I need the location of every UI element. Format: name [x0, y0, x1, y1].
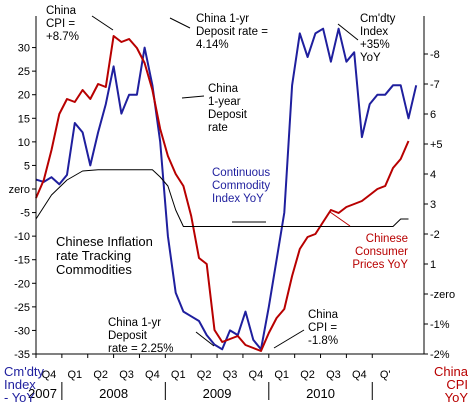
left-tick-label: -5: [20, 208, 30, 220]
chart-title: rate Tracking: [56, 248, 131, 263]
x-quarter-label: Q2: [300, 369, 315, 381]
x-quarter-label: Q3: [119, 369, 134, 381]
right-tick-label: -zero: [430, 289, 455, 301]
annotation-arrow: [337, 23, 359, 41]
left-tick-label: 30: [18, 43, 30, 55]
annotation-deposit-peak: Deposit rate =: [196, 26, 268, 38]
right-tick-label: -2%: [430, 349, 450, 361]
annotation-cmdty-peak: YoY: [360, 52, 381, 64]
left-tick-label: -15: [14, 255, 30, 267]
annotation-deposit-label: Deposit: [208, 109, 248, 121]
annotation-arrow: [91, 15, 114, 31]
right-tick-label: -1%: [430, 319, 450, 331]
left-axis-title: - YoY: [4, 390, 35, 405]
right-axis-title: China: [434, 364, 469, 379]
chart-title: Chinese Inflation: [56, 234, 153, 249]
left-tick-label: 10: [18, 137, 30, 149]
left-tick-label: zero: [9, 184, 30, 196]
left-axis-title: Cm'dty: [4, 364, 45, 379]
annotation-deposit-label: rate: [208, 122, 228, 134]
left-tick-label: 25: [18, 66, 30, 78]
annotation-cpi-low: -1.8%: [308, 335, 338, 347]
left-tick-label: 15: [18, 113, 30, 125]
annotation-arrow: [195, 331, 215, 347]
x-quarter-label: Q1: [171, 369, 186, 381]
annotation-consumer-label: Chinese: [366, 233, 408, 245]
annotation-deposit-low: Deposit: [108, 330, 148, 342]
x-quarter-label: Q3: [223, 369, 238, 381]
right-tick-label: 4: [430, 169, 436, 181]
x-quarter-label: Q4: [249, 369, 264, 381]
x-quarter-label: Q': [380, 369, 391, 381]
annotation-arrow: [273, 329, 305, 349]
x-quarter-label: Q4: [145, 369, 160, 381]
right-tick-label: -2: [430, 229, 440, 241]
x-quarter-label: Q2: [197, 369, 212, 381]
axes: 30 25 20 15 10 5 zero -5 -10 -15 -20 -25 -30 -35 -8 -7 6…: [4, 16, 469, 405]
annotation-cpi-low: CPI =: [308, 322, 337, 334]
x-quarter-label: Q2: [93, 369, 108, 381]
annotation-cpi-peak: China: [46, 5, 77, 17]
right-tick-label: 6: [430, 109, 436, 121]
annotation-cpi-peak: CPI =: [46, 18, 75, 30]
x-quarter-label: Q1: [67, 369, 82, 381]
left-tick-label: 5: [24, 160, 30, 172]
left-tick-label: -25: [14, 302, 30, 314]
x-quarter-label: Q1: [274, 369, 289, 381]
annotation-cmdty-peak: Index: [360, 26, 388, 38]
right-tick-label: -7: [430, 79, 440, 91]
right-tick-label: +5: [430, 139, 443, 151]
annotation-cmdty-peak: Cm'dty: [360, 13, 396, 25]
left-tick-label: -10: [14, 231, 30, 243]
right-tick-label: 3: [430, 199, 436, 211]
annotation-deposit-label: 1-year: [208, 96, 241, 108]
x-year-label: 2007: [28, 386, 57, 401]
annotation-deposit-peak: China 1-yr: [196, 13, 249, 25]
annotation-cmdty-label: Continuous: [212, 167, 270, 179]
series-line-2: [35, 169, 409, 227]
annotation-arrow: [181, 95, 205, 99]
x-quarter-label: Q3: [326, 369, 341, 381]
x-quarter-label: Q4: [352, 369, 367, 381]
annotation-cpi-peak: +8.7%: [46, 31, 79, 43]
x-quarter-label: Q4: [42, 369, 57, 381]
annotation-cmdty-label: Commodity: [212, 180, 270, 192]
right-axis-title: YoY: [445, 390, 469, 405]
left-tick-label: -35: [14, 349, 30, 361]
annotation-cpi-low: China: [308, 309, 339, 321]
left-tick-label: 20: [18, 90, 30, 102]
annotation-consumer-label: Consumer: [355, 246, 408, 258]
annotation-cmdty-peak: +35%: [360, 39, 390, 51]
annotation-deposit-low: rate = 2.25%: [108, 343, 174, 355]
right-tick-label: 1: [430, 259, 436, 271]
right-axis-title: CPI: [446, 377, 468, 392]
annotation-cmdty-label: Index YoY: [212, 193, 264, 205]
annotation-consumer-label: Prices YoY: [352, 259, 408, 271]
series-group: [35, 27, 418, 352]
x-year-label: 2008: [99, 386, 128, 401]
x-year-label: 2009: [203, 386, 232, 401]
x-year-label: 2010: [306, 386, 335, 401]
annotation-deposit-low: China 1-yr: [108, 317, 161, 329]
left-tick-label: -20: [14, 278, 30, 290]
left-axis-title: Index: [4, 377, 36, 392]
left-tick-label: -30: [14, 325, 30, 337]
annotation-arrow: [169, 17, 191, 29]
series-line-1: [35, 35, 410, 352]
annotation-arrow: [329, 211, 351, 227]
right-tick-label: -8: [430, 49, 440, 61]
annotation-deposit-peak: 4.14%: [196, 39, 229, 51]
annotation-deposit-label: China: [208, 83, 239, 95]
chart-title: Commodities: [56, 262, 132, 277]
